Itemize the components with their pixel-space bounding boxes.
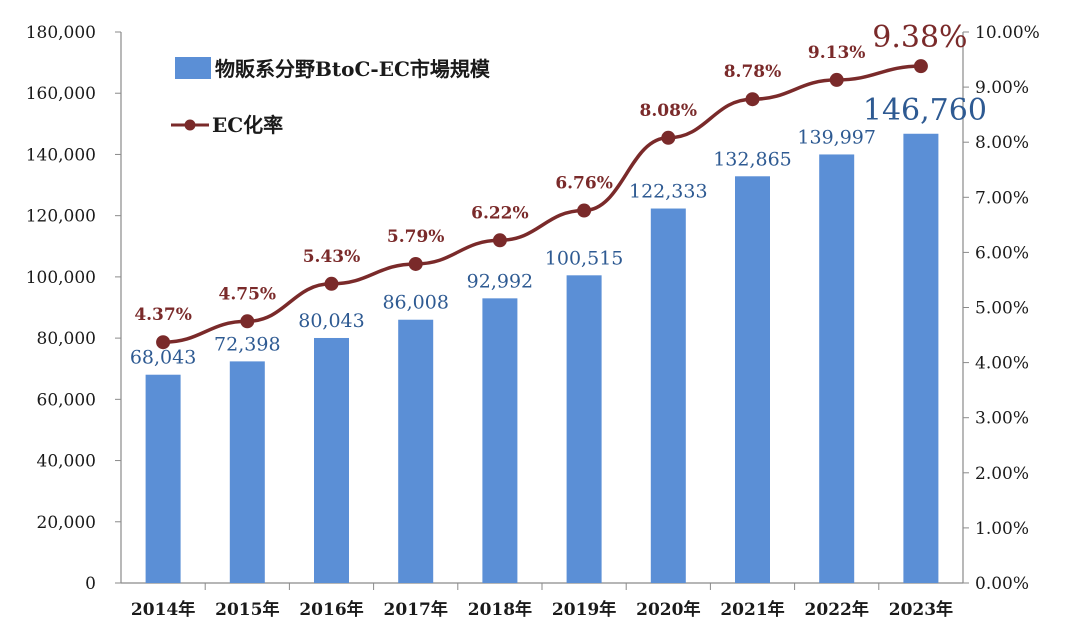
line-marker bbox=[492, 233, 507, 248]
left-tick-label: 40,000 bbox=[37, 452, 96, 472]
x-tick-label: 2023年 bbox=[889, 599, 953, 620]
right-tick-label: 3.00% bbox=[975, 409, 1029, 429]
x-tick-label: 2022年 bbox=[805, 599, 869, 620]
left-y-axis: 0 20,000 40,000 60,000 80,000 100,000 120,000 1… bbox=[26, 23, 121, 594]
left-tick-label: 180,000 bbox=[26, 23, 96, 43]
right-tick-label: 4.00% bbox=[975, 354, 1029, 374]
bar bbox=[566, 275, 602, 583]
left-tick-label: 100,000 bbox=[26, 268, 96, 288]
x-tick-label: 2020年 bbox=[636, 599, 700, 620]
line-data-label: 9.38% bbox=[872, 20, 967, 55]
left-tick-label: 0 bbox=[85, 574, 96, 594]
x-tick-label: 2017年 bbox=[384, 599, 448, 620]
legend-bar-swatch bbox=[175, 57, 211, 79]
right-tick-label: 10.00% bbox=[975, 23, 1040, 43]
bar bbox=[735, 176, 770, 584]
bar-series bbox=[145, 133, 939, 584]
right-tick-label: 7.00% bbox=[975, 188, 1029, 208]
bar-data-label: 139,997 bbox=[797, 126, 876, 148]
legend-line-marker bbox=[184, 119, 196, 131]
line-data-label: 6.76% bbox=[555, 174, 613, 194]
x-tick-label: 2016年 bbox=[299, 599, 363, 620]
bar bbox=[398, 319, 434, 583]
right-tick-label: 5.00% bbox=[975, 299, 1029, 319]
bar bbox=[819, 154, 855, 584]
bar-data-label: 132,865 bbox=[713, 148, 792, 170]
bar-data-label: 68,043 bbox=[130, 347, 196, 369]
bar-data-labels: 68,043 72,398 80,043 86,008 92,992 100,515 122… bbox=[130, 93, 987, 369]
line-marker bbox=[745, 92, 760, 107]
left-tick-label: 140,000 bbox=[26, 145, 96, 165]
x-tick-label: 2014年 bbox=[131, 599, 195, 620]
line-marker bbox=[829, 72, 844, 87]
line-marker bbox=[324, 276, 339, 291]
line-data-labels: 4.37% 4.75% 5.43% 5.79% 6.22% 6.76% 8.08% 8.78%… bbox=[134, 20, 967, 325]
right-tick-label: 8.00% bbox=[975, 133, 1029, 153]
right-tick-label: 2.00% bbox=[975, 464, 1029, 484]
bar bbox=[650, 208, 686, 584]
x-axis: 2014年 2015年 2016年 2017年 2018年 2019年 2020年 2021年… bbox=[131, 583, 953, 620]
x-tick-label: 2019年 bbox=[552, 599, 616, 620]
legend-line-label: EC化率 bbox=[212, 113, 283, 137]
legend: 物販系分野BtoC-EC市場規模 EC化率 bbox=[171, 57, 491, 137]
line-marker bbox=[913, 59, 928, 74]
line-marker bbox=[661, 130, 676, 145]
x-tick-label: 2021年 bbox=[720, 599, 784, 620]
line-marker bbox=[240, 314, 255, 329]
right-tick-label: 0.00% bbox=[975, 574, 1029, 594]
x-tick-label: 2015年 bbox=[215, 599, 279, 620]
line-marker bbox=[156, 335, 171, 350]
right-tick-label: 1.00% bbox=[975, 519, 1029, 539]
bar bbox=[482, 298, 518, 583]
left-tick-label: 120,000 bbox=[26, 207, 96, 227]
left-tick-label: 80,000 bbox=[37, 329, 96, 349]
line-data-label: 4.75% bbox=[219, 284, 277, 304]
line-data-label: 5.43% bbox=[303, 247, 361, 267]
line-path bbox=[163, 64, 921, 344]
line-data-label: 5.79% bbox=[387, 227, 445, 247]
bar-data-label: 80,043 bbox=[298, 310, 364, 332]
line-data-label: 6.22% bbox=[471, 203, 529, 223]
bar-data-label: 92,992 bbox=[467, 270, 533, 292]
line-marker bbox=[408, 256, 423, 271]
left-tick-label: 20,000 bbox=[37, 513, 96, 533]
left-tick-label: 160,000 bbox=[26, 84, 96, 104]
right-tick-label: 9.00% bbox=[975, 78, 1029, 98]
line-marker bbox=[577, 203, 592, 218]
bar bbox=[229, 361, 265, 583]
right-tick-label: 6.00% bbox=[975, 243, 1029, 263]
bar bbox=[903, 133, 939, 583]
left-tick-label: 60,000 bbox=[37, 390, 96, 410]
line-series bbox=[156, 59, 928, 350]
line-data-label: 8.78% bbox=[724, 62, 782, 82]
bar-data-label: 146,760 bbox=[863, 93, 987, 128]
bar-data-label: 122,333 bbox=[629, 181, 708, 203]
legend-bar-label: 物販系分野BtoC-EC市場規模 bbox=[215, 57, 491, 81]
bar bbox=[145, 374, 181, 583]
line-data-label: 9.13% bbox=[808, 43, 866, 63]
x-tick-label: 2018年 bbox=[468, 599, 532, 620]
bar-data-label: 72,398 bbox=[214, 333, 280, 355]
line-data-label: 4.37% bbox=[134, 305, 192, 325]
right-y-axis: 0.00% 1.00% 2.00% 3.00% 4.00% 5.00% 6.00% 7.00%… bbox=[963, 23, 1040, 594]
bar-data-label: 100,515 bbox=[545, 247, 624, 269]
line-data-label: 8.08% bbox=[640, 101, 698, 121]
bar bbox=[314, 337, 349, 583]
bar-data-label: 86,008 bbox=[382, 292, 448, 314]
